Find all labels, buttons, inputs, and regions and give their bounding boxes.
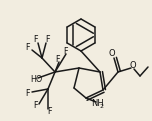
- Text: F: F: [48, 107, 52, 117]
- Text: F: F: [26, 44, 30, 53]
- Text: F: F: [33, 35, 37, 45]
- Text: 2: 2: [100, 104, 104, 109]
- Text: O: O: [130, 60, 136, 69]
- Text: F: F: [55, 56, 59, 64]
- Text: NH: NH: [91, 99, 103, 109]
- Text: F: F: [34, 102, 38, 110]
- Text: HO: HO: [30, 76, 42, 84]
- Text: O: O: [109, 49, 115, 57]
- Text: F: F: [46, 35, 50, 45]
- Text: F: F: [26, 88, 30, 98]
- Text: F: F: [63, 48, 67, 57]
